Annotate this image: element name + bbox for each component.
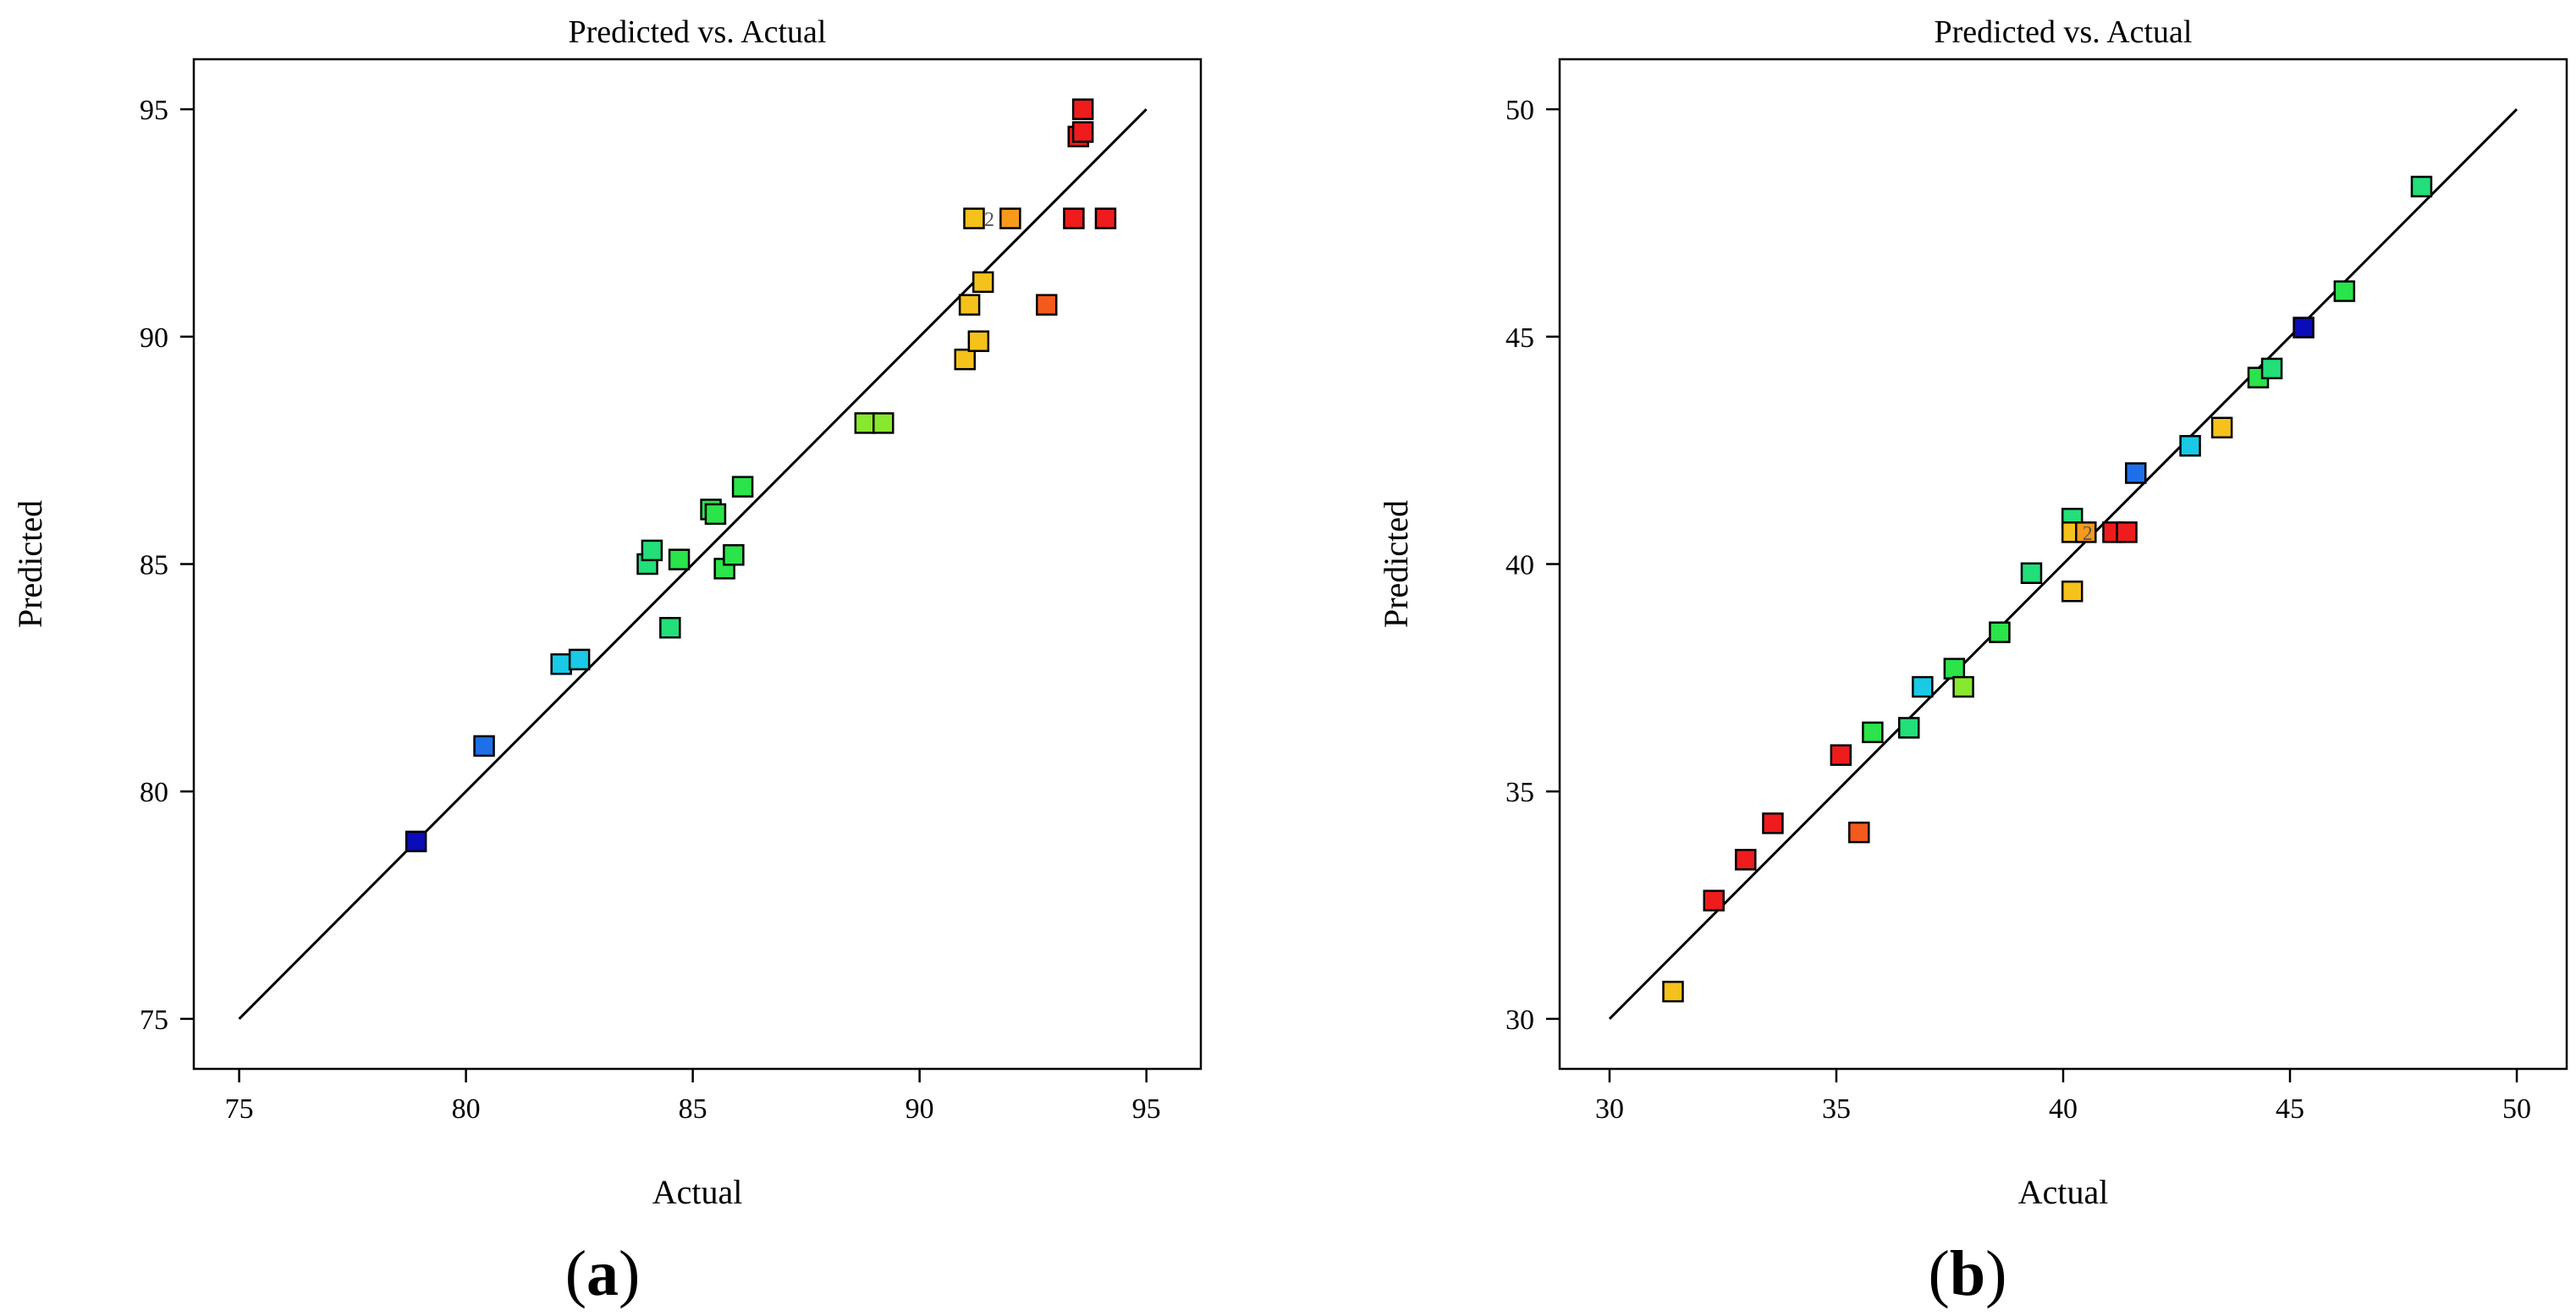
data-point: [872, 412, 894, 434]
data-point: [1035, 294, 1058, 316]
y-tick-label: 75: [140, 1005, 168, 1036]
x-tick-label: 45: [2276, 1093, 2304, 1125]
x-tick-label: 35: [1822, 1093, 1851, 1125]
data-point: [659, 616, 681, 639]
x-tick-label: 85: [679, 1093, 707, 1125]
data-point: [2260, 357, 2283, 380]
data-point: [1071, 121, 1094, 143]
data-point: [1952, 675, 1974, 698]
data-point: [1703, 889, 1726, 911]
x-tick-label: 80: [452, 1093, 481, 1125]
data-point: [963, 207, 985, 229]
data-point: [1989, 621, 2011, 643]
data-point: [2061, 580, 2083, 603]
data-point: [731, 476, 754, 498]
y-tick-label: 35: [1505, 777, 1534, 808]
data-point: [2020, 562, 2043, 584]
chart-panel-a: Predicted vs. Actual 75 80 85 90 95 75 80 85 90 95…: [11, 14, 1203, 1309]
data-point: [958, 294, 981, 316]
data-point: [405, 830, 427, 853]
data-point: [1094, 207, 1117, 229]
data-point: [1735, 849, 1757, 871]
x-axis-label: Actual: [652, 1173, 743, 1211]
x-axis-label: Actual: [2018, 1173, 2109, 1211]
y-tick-label: 30: [1505, 1005, 1534, 1036]
y-tick-label: 50: [1505, 95, 1534, 126]
y-tick-label: 90: [140, 322, 168, 354]
data-point: [1762, 812, 1784, 834]
y-tick-label: 95: [140, 95, 168, 126]
reference-line: [238, 108, 1148, 1020]
data-point: [1662, 980, 1684, 1003]
data-point: [2293, 317, 2315, 339]
y-tick-label: 40: [1505, 550, 1534, 581]
data-point: [954, 348, 977, 371]
data-point: [1830, 744, 1852, 766]
x-tick-label: 90: [905, 1093, 934, 1125]
y-tick-label: 85: [140, 550, 168, 581]
data-point: [999, 207, 1021, 229]
y-axis-label: Predicted: [1377, 500, 1415, 628]
chart-title: Predicted vs. Actual: [569, 14, 827, 50]
x-tick-label: 95: [1132, 1093, 1161, 1125]
data-point: [2116, 521, 2138, 543]
data-point: [2125, 462, 2147, 484]
data-point: [2410, 175, 2433, 198]
data-point: [723, 544, 745, 566]
data-point: [972, 271, 994, 294]
data-point: [2179, 435, 2201, 457]
reference-line: [1608, 108, 2518, 1020]
data-point: [854, 412, 877, 434]
x-tick-label: 75: [225, 1093, 254, 1125]
x-tick-label: 50: [2502, 1093, 2531, 1125]
data-point: [1912, 675, 1934, 698]
data-point: [2333, 280, 2356, 302]
data-point: [1848, 821, 1870, 844]
data-point: [967, 330, 990, 352]
data-point: [2210, 416, 2233, 439]
data-point: [550, 652, 572, 675]
data-point: [1063, 207, 1085, 229]
y-tick-label: 45: [1505, 322, 1534, 354]
chart-title: Predicted vs. Actual: [1935, 14, 2193, 50]
overlap-count-label: 2: [2083, 523, 2093, 545]
y-axis-label: Predicted: [11, 500, 49, 628]
chart-panel-b: Predicted vs. Actual 30 35 40 45 50 30 35 40 45 50…: [1377, 14, 2568, 1309]
plot-frame: [192, 58, 1203, 1071]
data-point: [1071, 98, 1094, 120]
data-point: [568, 648, 591, 671]
data-point: [704, 503, 727, 526]
data-point: [641, 539, 663, 562]
data-point: [1897, 717, 1920, 739]
data-point: [2075, 521, 2097, 543]
panel-label: (a): [565, 1238, 641, 1309]
data-point: [1862, 721, 1884, 744]
data-point: [473, 735, 495, 757]
y-tick-label: 80: [140, 777, 168, 808]
x-tick-label: 30: [1595, 1093, 1624, 1125]
data-point: [668, 548, 691, 570]
data-point: [1943, 658, 1966, 680]
panel-label: (b): [1929, 1238, 2007, 1309]
overlap-count-label: 2: [984, 209, 994, 231]
x-tick-label: 40: [2049, 1093, 2078, 1125]
